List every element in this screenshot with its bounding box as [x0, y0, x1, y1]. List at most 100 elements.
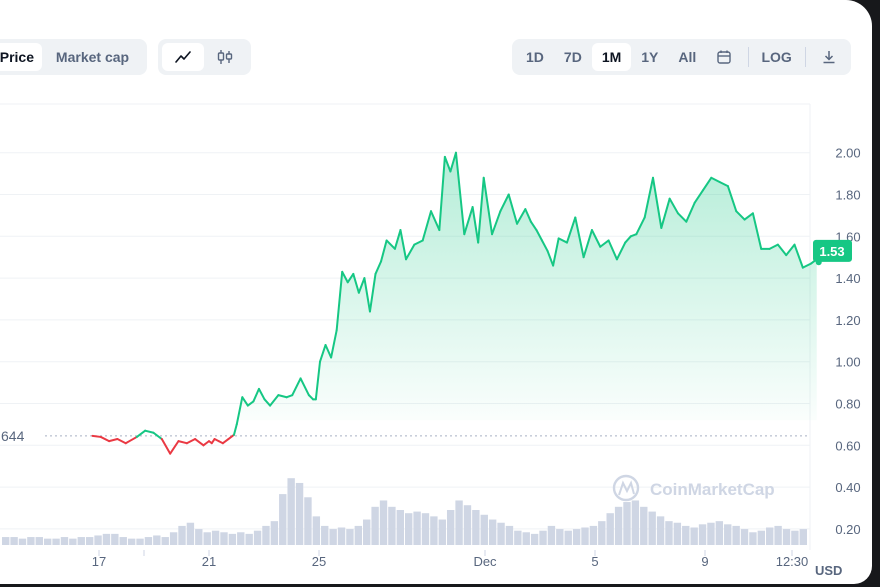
volume-bar — [203, 532, 211, 545]
price-line-segment — [743, 212, 754, 221]
price-line-segment — [751, 212, 763, 250]
volume-bar — [497, 522, 505, 545]
price-line-segment — [380, 239, 388, 263]
download-button[interactable] — [811, 43, 847, 71]
price-line-segment — [221, 438, 230, 445]
price-line-segment — [491, 210, 502, 236]
volume-bar — [774, 525, 782, 545]
price-line-segment — [202, 440, 210, 447]
price-line-segment — [438, 155, 446, 232]
line-chart-button[interactable] — [162, 43, 204, 71]
price-line-segment — [768, 243, 779, 250]
chart-type-toggle — [158, 39, 251, 75]
volume-bar — [60, 537, 69, 545]
volume-bar — [195, 529, 203, 545]
price-line-segment — [607, 239, 618, 261]
y-tick-label: 2.00 — [835, 146, 860, 161]
volume-bar — [245, 533, 253, 545]
price-line-segment — [241, 396, 249, 407]
volume-bar — [421, 513, 430, 545]
volume-bar — [463, 505, 472, 545]
volume-bar — [102, 533, 111, 545]
price-line-segment — [393, 229, 402, 250]
price-line-segment — [652, 176, 663, 229]
price-line-segment — [482, 176, 494, 236]
range-1d-button[interactable]: 1D — [526, 49, 544, 65]
price-line-segment — [314, 360, 321, 401]
volume-bar — [514, 530, 522, 545]
volume-bar — [161, 537, 169, 545]
price-line-segment — [516, 208, 527, 225]
price-line-segment — [668, 197, 679, 215]
volume-bar — [287, 478, 295, 545]
price-line-segment — [227, 433, 235, 441]
price-line-segment — [335, 270, 344, 332]
y-tick-label: 1.00 — [835, 355, 860, 370]
price-line-segment — [330, 329, 338, 359]
price-line-segment — [718, 180, 729, 188]
y-tick-label: 1.40 — [835, 271, 860, 286]
price-line-segment — [421, 210, 432, 242]
tab-market-cap[interactable]: Market cap — [55, 49, 130, 65]
watermark-text: CoinMarketCap — [650, 480, 775, 499]
price-line-segment — [582, 229, 593, 259]
volume-bar — [52, 538, 60, 545]
price-area — [209, 152, 817, 421]
volume-bar — [144, 537, 153, 545]
price-line-segment — [529, 220, 538, 232]
volume-bar — [211, 530, 220, 545]
metric-tabs: Price Market cap — [0, 39, 147, 75]
price-line-segment — [357, 277, 366, 294]
volume-bar — [346, 529, 354, 545]
log-scale-button[interactable]: LOG — [761, 49, 792, 65]
price-line-segment — [615, 241, 627, 261]
volume-bar — [119, 537, 127, 545]
range-7d-button[interactable]: 7D — [563, 49, 582, 65]
volume-bar — [329, 529, 337, 545]
price-line-segment — [801, 262, 813, 269]
price-line-segment — [565, 216, 577, 244]
y-tick-label: 0.80 — [835, 397, 860, 412]
volume-bar — [262, 525, 270, 545]
volume-bar — [228, 533, 237, 545]
volume-bar — [589, 525, 598, 545]
volume-bar — [690, 527, 698, 545]
price-line-segment — [735, 210, 746, 221]
volume-bar — [472, 510, 480, 545]
price-line-segment — [590, 229, 602, 248]
price-line-segment — [599, 239, 610, 248]
line-chart-icon — [175, 51, 191, 63]
date-range-button[interactable] — [706, 43, 742, 71]
price-line-segment — [624, 235, 632, 244]
volume-bar — [10, 537, 18, 545]
volume-bar — [698, 524, 707, 545]
range-1y-button[interactable]: 1Y — [641, 49, 659, 65]
volume-bar — [547, 525, 556, 545]
price-line-segment — [299, 377, 310, 397]
y-tick-label: 0.40 — [835, 480, 860, 495]
price-line-segment — [324, 343, 333, 359]
tab-price[interactable]: Price — [0, 43, 42, 71]
volume-bar — [480, 514, 488, 545]
price-line-segment — [385, 239, 396, 250]
volume-bar — [766, 527, 774, 545]
x-tick-label: Dec — [473, 554, 497, 569]
volume-bar — [127, 538, 136, 545]
price-line-segment — [413, 239, 424, 246]
price-line-segment — [116, 438, 127, 445]
y-tick-label: 0.20 — [835, 522, 860, 537]
price-line-segment — [535, 229, 543, 242]
volume-bar — [253, 530, 262, 545]
price-line-segment — [405, 243, 416, 261]
price-line-segment — [726, 185, 738, 213]
price-line-segment — [363, 277, 371, 313]
price-line-segment — [499, 193, 510, 213]
price-line-segment — [685, 201, 696, 223]
candlestick-button[interactable] — [204, 43, 246, 71]
volume-bar — [715, 521, 724, 545]
range-1m-button[interactable]: 1M — [591, 43, 632, 71]
price-line-segment — [277, 394, 288, 399]
range-all-button[interactable]: All — [678, 49, 697, 65]
price-line-segment — [693, 189, 704, 204]
